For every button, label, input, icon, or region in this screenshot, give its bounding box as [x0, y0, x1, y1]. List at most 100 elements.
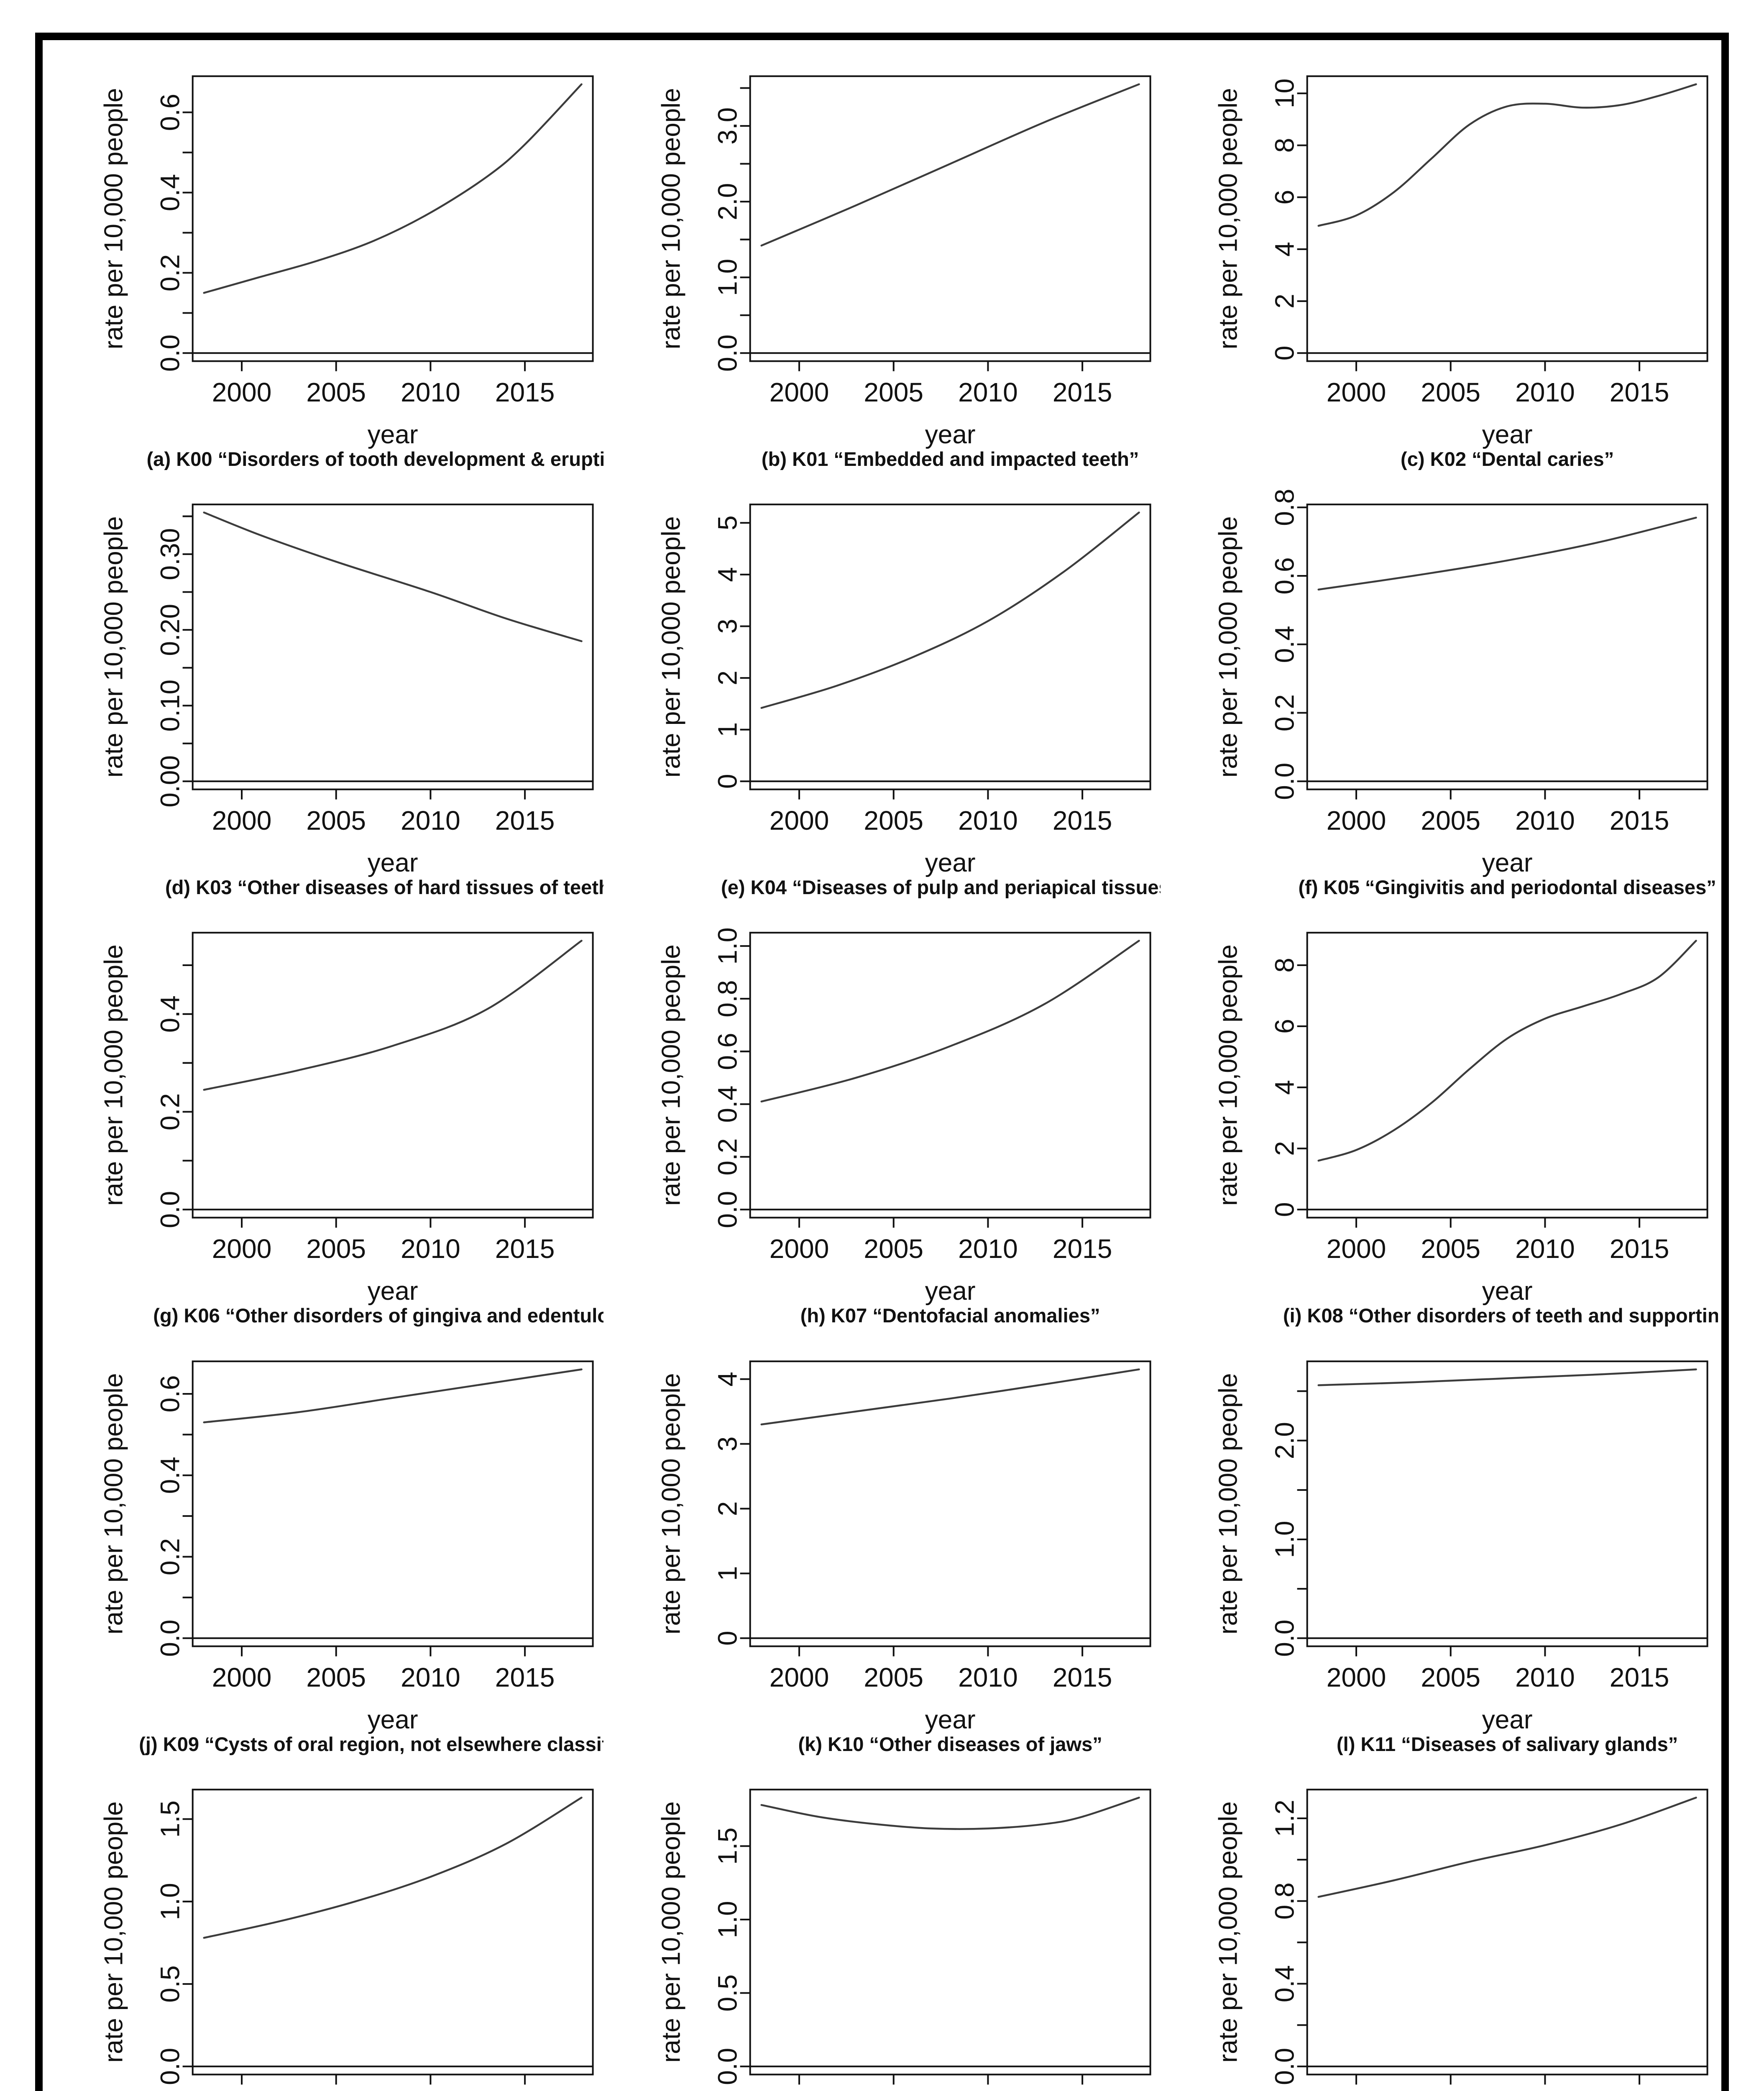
y-tick-label: 0.2 [1270, 694, 1300, 731]
y-tick-label: 0.8 [1270, 489, 1300, 526]
y-axis-title: rate per 10,000 people [1214, 1373, 1243, 1634]
chart-k04: 0 1 2 3 4 5 2000 2005 2010 2015 rate per 10,000 pe… [657, 504, 1161, 898]
y-tick-label: 0.00 [155, 755, 185, 808]
plot-box [1306, 932, 1708, 1219]
trend-line [1317, 83, 1698, 227]
y-tick-label: 0 [1270, 345, 1300, 360]
plot-box [192, 504, 594, 790]
x-tick-label: 2005 [864, 377, 923, 407]
chart-k08: 0 2 4 6 8 2000 2005 2010 2015 rate per 10,000 peo… [1214, 932, 1718, 1327]
x-axis-title: year [368, 1705, 418, 1734]
chart-panel-k11: 0.0 1.0 2.0 2000 2005 2010 2015 rate per 10,000… [1161, 1331, 1718, 1759]
y-tick-label: 0.0 [155, 2048, 185, 2085]
y-tick-label: 0.0 [155, 1619, 185, 1656]
y-tick-label: 6 [1270, 190, 1300, 205]
x-tick-label: 2010 [1515, 805, 1575, 836]
x-tick-label: 2000 [1327, 1234, 1386, 1264]
y-tick-label: 0.0 [1270, 763, 1300, 800]
y-tick-label: 0.4 [155, 1457, 185, 1494]
trend-line [760, 940, 1140, 1103]
y-tick-label: 0.6 [712, 1033, 742, 1070]
y-tick-label: 0.4 [712, 1086, 742, 1123]
chart-caption: (b) K01 “Embedded and impacted teeth” [762, 448, 1139, 470]
chart-panel-k03: 0.00 0.10 0.20 0.30 2000 2005 2010 2015 rate per… [46, 474, 603, 902]
chart-caption: (l) K11 “Diseases of salivary glands” [1337, 1733, 1678, 1755]
x-tick-label: 2000 [1327, 805, 1386, 836]
plot-box [1306, 504, 1708, 790]
y-tick-label: 0.8 [1270, 1882, 1300, 1920]
y-axis-title: rate per 10,000 people [1214, 516, 1243, 778]
chart-caption: (d) K03 “Other diseases of hard tissues … [165, 876, 603, 898]
x-tick-label: 2015 [1052, 805, 1112, 836]
plot-box [192, 1789, 594, 2076]
y-tick-label: 0.30 [155, 528, 185, 580]
chart-k00: 0.0 0.2 0.4 0.6 2000 2005 2010 2015 rate per 10,… [99, 75, 603, 470]
y-axis-title: rate per 10,000 people [657, 1801, 685, 2063]
x-axis-title: year [368, 420, 418, 449]
chart-k09: 0.0 0.2 0.4 0.6 2000 2005 2010 2015 rate per 10,… [99, 1360, 603, 1755]
x-tick-label: 2000 [769, 1234, 829, 1264]
x-tick-label: 2000 [212, 1662, 272, 1692]
y-tick-label: 2 [1270, 1141, 1300, 1156]
x-axis-title: year [925, 1705, 975, 1734]
plot-box [749, 504, 1151, 790]
x-tick-label: 2005 [306, 377, 366, 407]
x-tick-label: 2010 [401, 1234, 460, 1264]
chart-k14: 0.00.40.81.22000200520102015rate per 10,… [1214, 1789, 1708, 2091]
y-tick-label: 8 [1270, 958, 1300, 973]
y-axis-title: rate per 10,000 people [657, 945, 685, 1206]
y-tick-label: 1.0 [1270, 1521, 1300, 1558]
plot-box [749, 75, 1151, 362]
y-tick-label: 0.5 [155, 1965, 185, 2002]
y-tick-label: 1.0 [155, 1883, 185, 1920]
trend-line [1317, 1796, 1698, 1898]
x-tick-label: 2010 [1515, 377, 1575, 407]
figure-border: 0.0 0.2 0.4 0.6 2000 2005 2010 2015 rate per 10,… [35, 33, 1729, 2091]
y-tick-label: 0.4 [155, 996, 185, 1033]
trend-line [203, 1796, 583, 1939]
x-tick-label: 2015 [495, 1234, 555, 1264]
chart-grid: 0.0 0.2 0.4 0.6 2000 2005 2010 2015 rate per 10,… [46, 46, 1718, 2091]
x-tick-label: 2005 [1421, 1662, 1481, 1692]
x-axis-title: year [1482, 420, 1533, 449]
y-tick-label: 0.0 [1270, 1619, 1300, 1656]
x-tick-label: 2010 [958, 1234, 1018, 1264]
y-tick-label: 0.8 [712, 980, 742, 1017]
chart-caption: (c) K02 “Dental caries” [1401, 448, 1614, 470]
chart-k07: 0.0 0.2 0.4 0.6 0.8 1.0 2000 2005 2010 2015 rate p… [657, 928, 1151, 1327]
x-tick-label: 2015 [1610, 377, 1669, 407]
y-tick-label: 0.20 [155, 604, 185, 656]
y-tick-label: 10 [1270, 79, 1300, 108]
chart-panel-k00: 0.0 0.2 0.4 0.6 2000 2005 2010 2015 rate per 10,… [46, 46, 603, 474]
y-tick-label: 2.0 [712, 183, 742, 220]
chart-k05: 0.0 0.2 0.4 0.6 0.8 2000 2005 2010 2015 rate per … [1214, 489, 1716, 898]
x-axis-title: year [1482, 1705, 1533, 1734]
y-axis-title: rate per 10,000 people [99, 945, 128, 1206]
y-tick-label: 0.2 [155, 1093, 185, 1130]
chart-k01: 0.0 1.0 2.0 3.0 2000 2005 2010 2015 rate per 10,… [657, 75, 1151, 470]
y-tick-label: 0.0 [155, 1191, 185, 1228]
y-tick-label: 1.2 [1270, 1800, 1300, 1837]
chart-k02: 0 2 4 6 8 10 2000 2005 2010 2015 rate per 10,000 p… [1214, 75, 1708, 470]
x-tick-label: 2000 [1327, 1662, 1386, 1692]
y-axis-title: rate per 10,000 people [657, 516, 685, 778]
y-tick-label: 8 [1270, 138, 1300, 153]
x-tick-label: 2015 [1052, 1234, 1112, 1264]
y-tick-label: 0.0 [155, 335, 185, 372]
y-tick-label: 0 [712, 774, 742, 789]
x-tick-label: 2010 [1515, 1662, 1575, 1692]
y-axis-title: rate per 10,000 people [99, 1373, 128, 1634]
x-tick-label: 2010 [401, 1662, 460, 1692]
x-axis-title: year [368, 849, 418, 877]
x-tick-label: 2000 [212, 805, 272, 836]
chart-caption: (f) K05 “Gingivitis and periodontal dise… [1299, 876, 1716, 898]
x-tick-label: 2005 [306, 1234, 366, 1264]
trend-line [760, 1796, 1140, 1830]
x-tick-label: 2000 [769, 805, 829, 836]
trend-line [203, 511, 583, 642]
x-tick-label: 2005 [306, 1662, 366, 1692]
chart-caption: (k) K10 “Other diseases of jaws” [798, 1733, 1102, 1755]
x-tick-label: 2005 [306, 805, 366, 836]
x-axis-title: year [925, 420, 975, 449]
y-tick-label: 0.2 [712, 1138, 742, 1176]
